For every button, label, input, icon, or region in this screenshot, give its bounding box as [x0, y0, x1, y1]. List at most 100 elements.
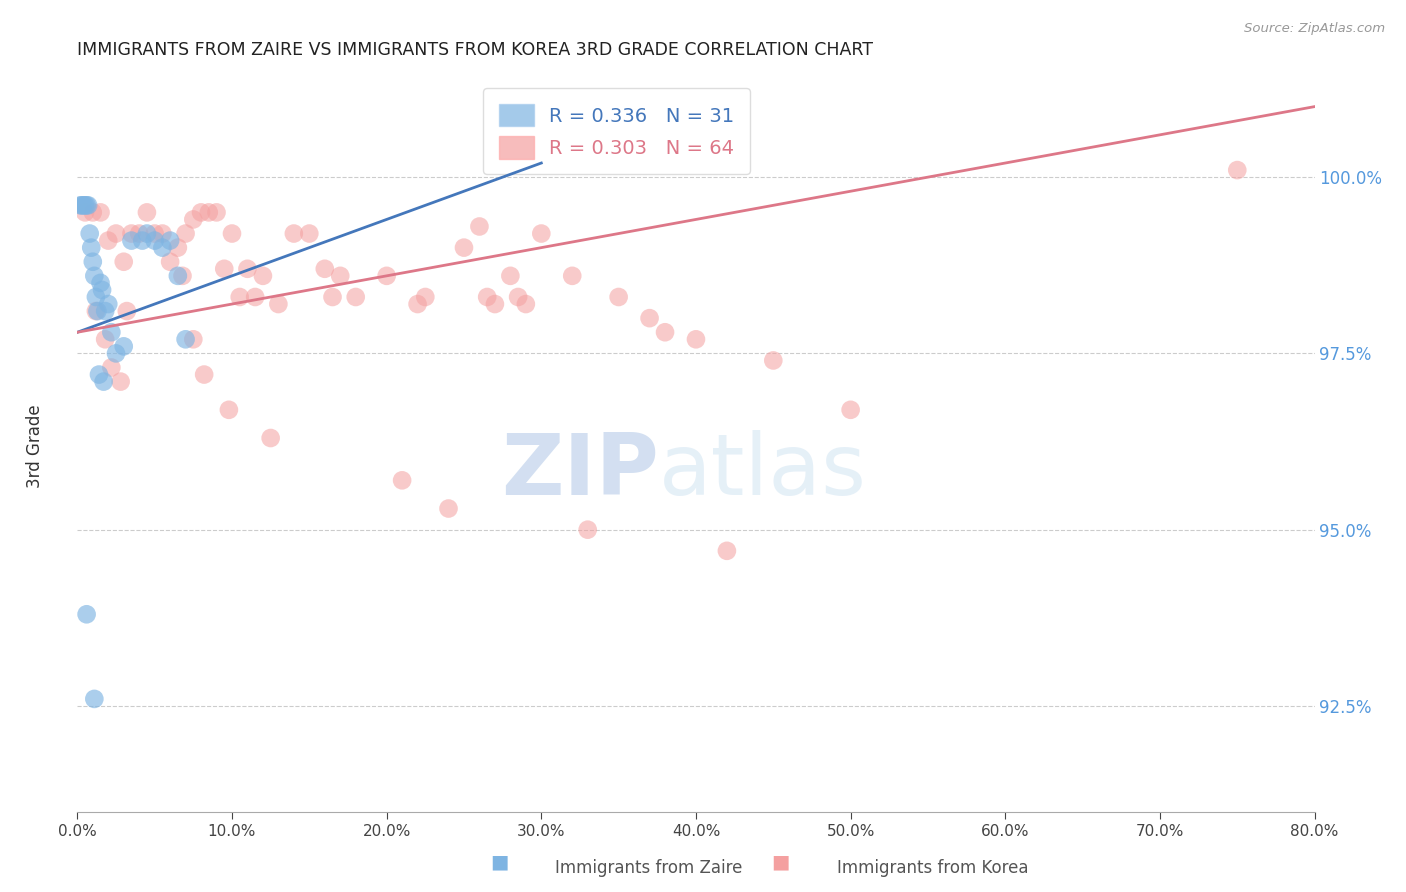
Point	[298, 227, 321, 241]
Point	[391, 473, 413, 487]
Point	[110, 375, 132, 389]
Point	[1226, 163, 1249, 178]
Text: ZIP: ZIP	[501, 430, 659, 513]
Point	[576, 523, 599, 537]
Point	[131, 234, 153, 248]
Point	[839, 402, 862, 417]
Point	[83, 692, 105, 706]
Text: 3rd Grade: 3rd Grade	[27, 404, 44, 488]
Point	[344, 290, 367, 304]
Point	[152, 241, 174, 255]
Point	[100, 360, 122, 375]
Point	[314, 261, 336, 276]
Point	[97, 297, 120, 311]
Legend: R = 0.336   N = 31, R = 0.303   N = 64: R = 0.336 N = 31, R = 0.303 N = 64	[484, 88, 749, 174]
Point	[245, 290, 267, 304]
Point	[468, 219, 491, 234]
Point	[136, 227, 159, 241]
Point	[83, 268, 105, 283]
Point	[183, 212, 205, 227]
Point	[82, 254, 104, 268]
Point	[90, 205, 111, 219]
Point	[112, 339, 135, 353]
Point	[152, 227, 174, 241]
Text: atlas: atlas	[659, 430, 868, 513]
Point	[172, 268, 194, 283]
Point	[477, 290, 499, 304]
Point	[205, 205, 228, 219]
Point	[453, 241, 475, 255]
Point	[105, 346, 127, 360]
Point	[329, 268, 352, 283]
Point	[260, 431, 283, 445]
Point	[654, 325, 676, 339]
Point	[159, 234, 181, 248]
Point	[515, 297, 537, 311]
Point	[190, 205, 212, 219]
Point	[94, 304, 117, 318]
Point	[100, 325, 122, 339]
Point	[530, 227, 553, 241]
Point	[128, 227, 150, 241]
Point	[183, 332, 205, 346]
Point	[375, 268, 398, 283]
Point	[97, 234, 120, 248]
Text: Immigrants from Zaire: Immigrants from Zaire	[555, 859, 742, 877]
Point	[72, 198, 94, 212]
Point	[193, 368, 215, 382]
Point	[93, 375, 115, 389]
Point	[267, 297, 290, 311]
Point	[159, 254, 181, 268]
Point	[685, 332, 707, 346]
Point	[252, 268, 274, 283]
Point	[484, 297, 506, 311]
Point	[437, 501, 460, 516]
Point	[143, 227, 166, 241]
Text: ■: ■	[770, 853, 790, 871]
Point	[80, 241, 103, 255]
Point	[499, 268, 522, 283]
Text: Source: ZipAtlas.com: Source: ZipAtlas.com	[1244, 22, 1385, 36]
Point	[86, 304, 108, 318]
Point	[197, 205, 219, 219]
Point	[87, 368, 110, 382]
Point	[406, 297, 429, 311]
Point	[638, 311, 661, 326]
Point	[91, 283, 114, 297]
Point	[415, 290, 437, 304]
Point	[607, 290, 630, 304]
Point	[136, 205, 159, 219]
Point	[174, 332, 197, 346]
Point	[105, 227, 127, 241]
Point	[322, 290, 344, 304]
Point	[508, 290, 530, 304]
Text: IMMIGRANTS FROM ZAIRE VS IMMIGRANTS FROM KOREA 3RD GRADE CORRELATION CHART: IMMIGRANTS FROM ZAIRE VS IMMIGRANTS FROM…	[77, 41, 873, 59]
Point	[79, 227, 101, 241]
Point	[716, 544, 738, 558]
Point	[69, 198, 91, 212]
Point	[70, 198, 93, 212]
Point	[221, 227, 243, 241]
Point	[214, 261, 236, 276]
Point	[561, 268, 583, 283]
Point	[218, 402, 240, 417]
Point	[762, 353, 785, 368]
Point	[167, 241, 190, 255]
Text: Immigrants from Korea: Immigrants from Korea	[837, 859, 1028, 877]
Point	[236, 261, 259, 276]
Point	[84, 290, 107, 304]
Point	[283, 227, 305, 241]
Point	[174, 227, 197, 241]
Point	[75, 198, 96, 212]
Point	[90, 276, 111, 290]
Text: ■: ■	[489, 853, 509, 871]
Point	[112, 254, 135, 268]
Point	[167, 268, 190, 283]
Point	[75, 205, 96, 219]
Point	[76, 198, 98, 212]
Point	[82, 205, 104, 219]
Point	[121, 227, 143, 241]
Point	[228, 290, 252, 304]
Point	[121, 234, 143, 248]
Point	[143, 234, 166, 248]
